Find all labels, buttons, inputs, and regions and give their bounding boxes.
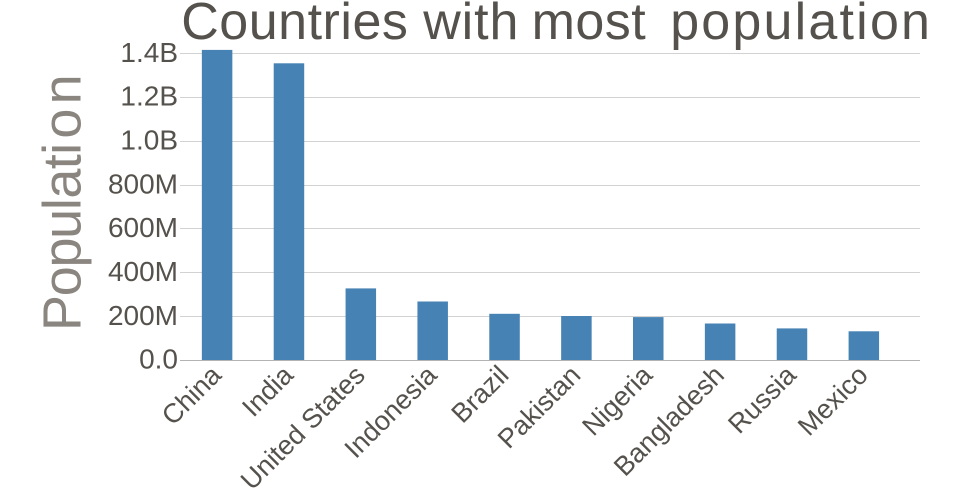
svg-text:with: with [422, 0, 519, 51]
svg-text:Countries: Countries [181, 0, 408, 51]
svg-text:most: most [532, 0, 647, 51]
svg-text:Population: Population [33, 70, 93, 331]
svg-text:1.0B: 1.0B [120, 125, 178, 156]
svg-text:400M: 400M [108, 256, 178, 287]
svg-text:600M: 600M [108, 212, 178, 243]
svg-text:0.0: 0.0 [139, 344, 178, 375]
svg-text:1.2B: 1.2B [120, 81, 178, 112]
svg-text:population: population [670, 0, 932, 51]
svg-text:800M: 800M [108, 168, 178, 199]
svg-text:1.4B: 1.4B [120, 37, 178, 68]
svg-text:200M: 200M [108, 300, 178, 331]
